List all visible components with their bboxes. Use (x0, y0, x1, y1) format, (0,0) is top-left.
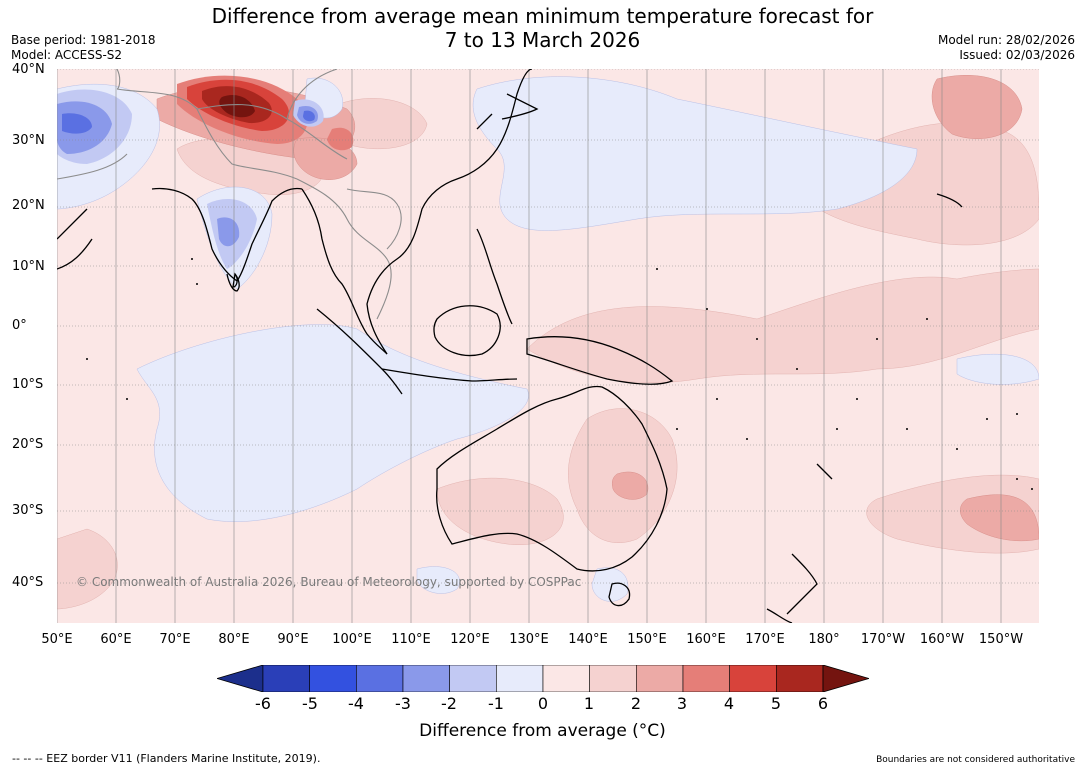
colorbar-segment (496, 664, 544, 693)
colorbar-tick: -4 (348, 694, 364, 713)
colorbar-segment (589, 664, 637, 693)
lat-label-0: 0° (12, 318, 27, 333)
colorbar-tick: 6 (817, 694, 829, 713)
copyright-notice: © Commonwealth of Australia 2026, Bureau… (76, 575, 582, 589)
lon-label-180: 180° (808, 632, 840, 647)
lon-label-160w: 160°W (919, 632, 965, 647)
colorbar-tick: 0 (537, 694, 549, 713)
lat-label-20n: 20°N (12, 198, 45, 213)
colorbar-tick: 2 (630, 694, 642, 713)
lat-label-40n: 40°N (12, 62, 45, 77)
map-svg[interactable] (57, 69, 1039, 623)
colorbar-segment (682, 664, 730, 693)
colorbar-tick: -3 (395, 694, 411, 713)
colorbar-tick: -6 (255, 694, 271, 713)
colorbar-segment (309, 664, 357, 693)
colorbar-segment (636, 664, 684, 693)
colorbar-segment (356, 664, 404, 693)
colorbar-segments (262, 664, 824, 693)
graticule (57, 69, 1039, 623)
lon-label-100e: 100°E (332, 632, 372, 647)
lon-label-160e: 160°E (686, 632, 726, 647)
map-title: Difference from average mean minimum tem… (0, 4, 1085, 52)
colorbar-tick: -2 (441, 694, 457, 713)
colorbar-tick: 5 (770, 694, 782, 713)
base-period-text: Base period: 1981-2018 (11, 33, 156, 47)
lat-label-10n: 10°N (12, 259, 45, 274)
lat-label-20s: 20°S (12, 437, 44, 452)
issued-text: Issued: 02/03/2026 (959, 48, 1075, 62)
lon-label-130e: 130°E (509, 632, 549, 647)
colorbar-segment (776, 664, 824, 693)
lon-label-150w: 150°W (978, 632, 1024, 647)
lon-label-60e: 60°E (100, 632, 132, 647)
lon-label-170w: 170°W (860, 632, 906, 647)
lon-label-170e: 170°E (745, 632, 785, 647)
model-run-text: Model run: 28/02/2026 (937, 33, 1075, 47)
title-line-2: 7 to 13 March 2026 (444, 28, 641, 52)
colorbar-tick: -5 (302, 694, 318, 713)
colorbar-segment (729, 664, 777, 693)
eez-legend-note: -- -- -- EEZ border V11 (Flanders Marine… (12, 752, 321, 765)
run-info: Model run: 28/02/2026 Issued: 02/03/2026 (938, 33, 1075, 63)
colorbar-title: Difference from average (°C) (419, 721, 666, 741)
boundary-disclaimer: Boundaries are not considered authoritat… (876, 755, 1075, 765)
anomaly-warm-gt6 (219, 94, 255, 118)
model-info: Base period: 1981-2018 Model: ACCESS-S2 (11, 33, 156, 63)
colorbar-tick: 1 (583, 694, 595, 713)
colorbar-segment (402, 664, 450, 693)
lon-label-140e: 140°E (568, 632, 608, 647)
lon-label-120e: 120°E (450, 632, 490, 647)
forecast-map[interactable] (57, 69, 1039, 623)
anomaly-cool-3-4 (62, 110, 315, 134)
colorbar-arrow-right (822, 664, 871, 693)
colorbar-segment (449, 664, 497, 693)
colorbar-arrow-left (215, 664, 264, 693)
islands (86, 258, 1033, 490)
lon-label-150e: 150°E (627, 632, 667, 647)
lon-label-70e: 70°E (159, 632, 191, 647)
colorbar-tick: 3 (676, 694, 688, 713)
lat-label-40s: 40°S (12, 575, 44, 590)
lon-label-80e: 80°E (218, 632, 250, 647)
colorbar (215, 664, 871, 693)
title-line-1: Difference from average mean minimum tem… (211, 4, 874, 28)
lon-label-110e: 110°E (391, 632, 431, 647)
anomaly-cool-0-1 (57, 76, 1039, 602)
lon-label-50e: 50°E (41, 632, 73, 647)
lat-label-10s: 10°S (12, 377, 44, 392)
colorbar-segment (262, 664, 310, 693)
colorbar-svg (215, 664, 871, 693)
country-borders (57, 69, 402, 320)
lat-label-30n: 30°N (12, 133, 45, 148)
coastlines (57, 69, 963, 623)
lat-label-30s: 30°S (12, 503, 44, 518)
lon-label-90e: 90°E (277, 632, 309, 647)
colorbar-segment (542, 664, 590, 693)
model-text: Model: ACCESS-S2 (11, 48, 123, 62)
colorbar-tick: -1 (488, 694, 504, 713)
colorbar-tick: 4 (723, 694, 735, 713)
